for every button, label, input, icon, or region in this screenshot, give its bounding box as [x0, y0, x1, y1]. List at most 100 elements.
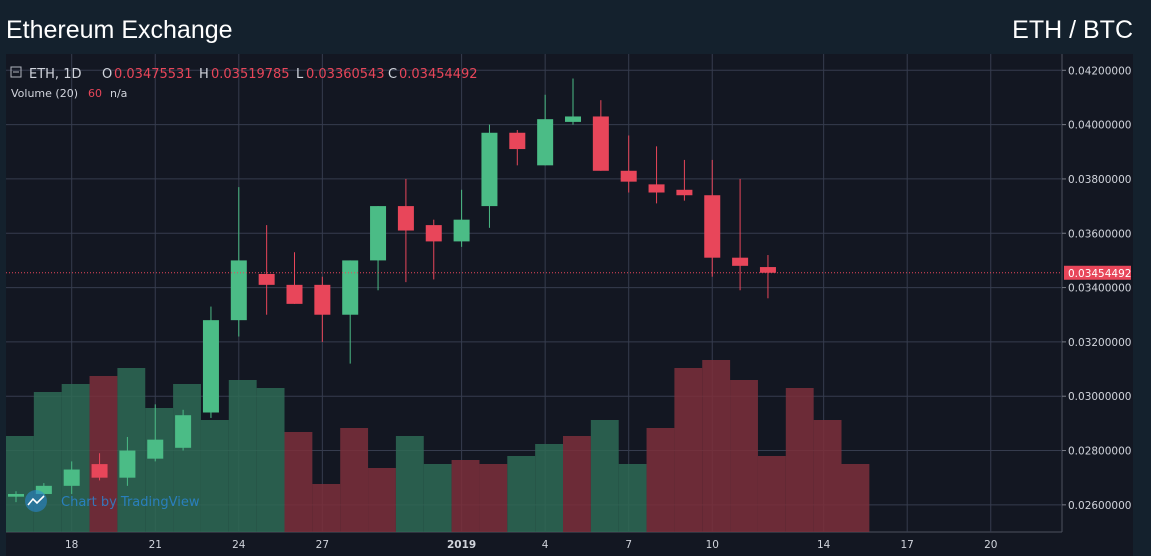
volume-bar	[6, 436, 34, 532]
volume-bar	[395, 436, 424, 532]
last-price-badge	[1064, 265, 1131, 280]
legend-close-label: C	[388, 67, 397, 82]
x-tick-label: 10	[706, 539, 719, 551]
volume-bar	[423, 464, 452, 532]
candle-body	[91, 464, 108, 478]
y-tick-label: 0.02600000	[1068, 500, 1131, 512]
x-tick-label: 21	[149, 539, 162, 551]
candle-body	[453, 219, 470, 242]
volume-bar	[340, 428, 369, 532]
x-tick-label: 2019	[447, 539, 476, 551]
volume-bar	[61, 384, 90, 532]
volume-bar	[479, 464, 508, 532]
volume-bar	[590, 420, 619, 532]
volume-bar	[117, 368, 146, 532]
y-tick-label: 0.03400000	[1068, 283, 1131, 295]
candle-body	[230, 260, 247, 321]
volume-bar	[618, 464, 647, 532]
volume-bar	[284, 432, 313, 532]
price-axis	[1062, 54, 1133, 532]
legend-high-value: 0.03519785	[211, 67, 290, 82]
volume-bar	[256, 388, 285, 532]
candle-body	[342, 260, 359, 315]
candle-body	[676, 189, 693, 196]
volume-bar	[200, 420, 229, 532]
candle-body	[119, 450, 136, 478]
candles	[8, 78, 776, 503]
candle-body	[537, 119, 554, 166]
tradingview-logo-glyph	[27, 495, 45, 506]
candle-body	[63, 469, 80, 486]
volume-bar	[89, 376, 118, 532]
candle-body	[147, 439, 164, 459]
volume-legend-ma: n/a	[110, 87, 127, 100]
candle-body	[509, 132, 526, 150]
y-tick-label: 0.04000000	[1068, 120, 1131, 132]
legend-open-label: O	[102, 67, 112, 82]
volume-bar	[841, 464, 870, 532]
candle-body	[425, 225, 442, 242]
page-title: Ethereum Exchange	[6, 16, 233, 44]
pair-label: ETH / BTC	[1012, 16, 1133, 44]
candle-body	[370, 206, 387, 261]
x-tick-label: 17	[901, 539, 914, 551]
candle-body	[202, 320, 219, 413]
legend-close-value: 0.03454492	[399, 67, 478, 82]
candle-body	[565, 116, 581, 122]
volume-bar	[730, 380, 758, 532]
x-tick-label: 7	[625, 539, 632, 551]
volume-bar	[702, 360, 731, 532]
x-tick-label: 20	[984, 539, 997, 551]
volume-bar	[507, 456, 536, 532]
x-axis-ticks: 18 21 24 27 2019 4 7 10 14 17 20	[65, 539, 997, 551]
volume-bar	[368, 468, 396, 532]
x-tick-label: 4	[542, 539, 549, 551]
volume-bar	[757, 456, 786, 532]
volume-legend-value: 60	[88, 87, 102, 100]
last-price-label: 0.03454492	[1068, 268, 1131, 280]
legend: ETH, 1D O 0.03475531 H 0.03519785 L 0.03…	[10, 66, 478, 100]
x-tick-label: 24	[232, 539, 246, 551]
candle-body	[620, 170, 637, 182]
volume-bar	[535, 444, 563, 532]
volume-bar	[785, 388, 814, 532]
candle-body	[732, 257, 749, 266]
candle-body	[314, 284, 331, 315]
candle-body	[8, 493, 24, 497]
legend-low-value: 0.03360543	[306, 67, 385, 82]
candle-body	[35, 485, 52, 494]
y-tick-label: 0.04200000	[1068, 65, 1131, 77]
volume-bar	[646, 428, 675, 532]
candle-body	[286, 284, 303, 304]
candle-body	[481, 132, 498, 207]
candle-body	[759, 267, 776, 273]
candle-body	[704, 195, 721, 258]
x-tick-label: 18	[65, 539, 78, 551]
tradingview-watermark[interactable]: Chart by TradingView	[25, 490, 200, 512]
legend-symbol: ETH, 1D	[29, 67, 81, 82]
x-tick-label: 14	[817, 539, 831, 551]
volume-bar	[451, 460, 480, 532]
y-tick-label: 0.03600000	[1068, 228, 1131, 240]
volume-legend-label: Volume (20)	[11, 87, 78, 100]
volume-bar	[228, 380, 257, 532]
volume-bar	[145, 408, 174, 532]
y-tick-label: 0.03200000	[1068, 337, 1131, 349]
volume-bar	[173, 384, 201, 532]
y-axis-ticks: 0.02600000 0.02800000 0.03000000 0.03200000…	[1062, 65, 1131, 512]
y-tick-label: 0.02800000	[1068, 446, 1131, 458]
legend-open-value: 0.03475531	[114, 67, 193, 82]
volume-bar	[674, 368, 703, 532]
candle-body	[258, 273, 275, 285]
volume-bar	[563, 436, 591, 532]
volume-bar	[312, 484, 341, 532]
y-tick-label: 0.03000000	[1068, 391, 1131, 403]
watermark-text: Chart by TradingView	[61, 495, 200, 510]
collapse-icon[interactable]	[10, 66, 22, 78]
legend-low-label: L	[296, 67, 304, 82]
candle-body	[175, 415, 192, 448]
candle-body	[397, 206, 414, 231]
x-tick-label: 27	[316, 539, 329, 551]
time-axis	[6, 532, 1133, 556]
